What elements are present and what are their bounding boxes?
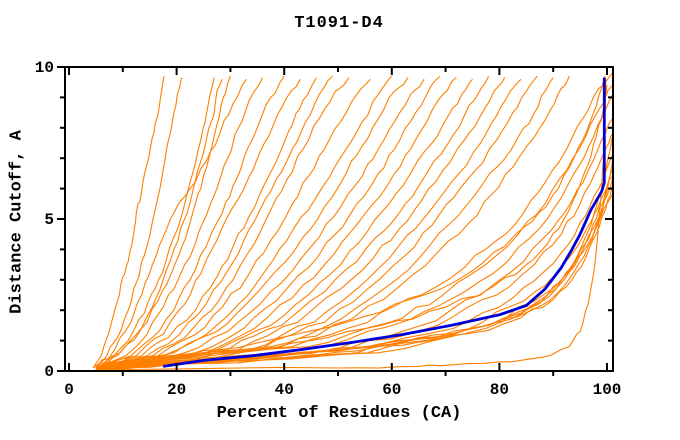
y-tick-label: 0 xyxy=(44,363,54,381)
model-curve xyxy=(95,75,285,369)
x-axis-label: Percent of Residues (CA) xyxy=(216,404,462,423)
model-curve xyxy=(95,75,606,369)
model-curve xyxy=(95,78,473,369)
model-curve xyxy=(95,77,409,369)
model-curve xyxy=(95,75,538,369)
model-curve xyxy=(95,78,522,369)
x-tick-label: 60 xyxy=(382,381,401,399)
model-curve xyxy=(95,78,301,369)
model-curve xyxy=(95,179,612,370)
model-curve xyxy=(92,75,165,369)
curves-layer xyxy=(92,72,612,370)
model-curve xyxy=(95,77,554,369)
model-curve xyxy=(95,185,612,370)
model-curve xyxy=(101,79,607,370)
axes-layer xyxy=(57,66,614,376)
model-curve xyxy=(95,85,608,369)
x-tick-label: 100 xyxy=(593,381,622,399)
model-curve xyxy=(95,75,393,369)
highlighted-model-curve xyxy=(162,77,606,368)
y-tick-label: 5 xyxy=(44,211,54,229)
model-curve xyxy=(95,77,506,369)
model-curve xyxy=(95,161,612,370)
model-curve xyxy=(95,75,333,369)
model-curve xyxy=(95,84,612,369)
model-curve xyxy=(95,176,612,370)
x-tick-label: 0 xyxy=(64,381,74,399)
model-curve xyxy=(95,94,612,369)
x-tick-label: 40 xyxy=(275,381,294,399)
chart-title: T1091-D4 xyxy=(294,14,384,33)
model-curve xyxy=(95,78,247,369)
model-curve xyxy=(95,78,425,369)
model-curve xyxy=(95,72,612,369)
model-curve xyxy=(95,77,215,369)
model-curve xyxy=(92,77,183,369)
model-curve xyxy=(95,75,231,367)
model-curve xyxy=(95,75,570,369)
model-curve xyxy=(95,170,612,370)
model-curve xyxy=(95,75,441,369)
y-tick-label: 10 xyxy=(35,59,54,77)
model-curve xyxy=(95,77,317,369)
model-curve xyxy=(95,78,223,369)
x-tick-label: 20 xyxy=(167,381,186,399)
model-curve xyxy=(95,194,612,370)
x-tick-label: 80 xyxy=(490,381,509,399)
model-curve xyxy=(95,77,457,369)
model-curve xyxy=(95,77,350,369)
model-curve xyxy=(95,78,371,369)
model-curve xyxy=(95,77,264,369)
model-curve xyxy=(95,75,490,369)
